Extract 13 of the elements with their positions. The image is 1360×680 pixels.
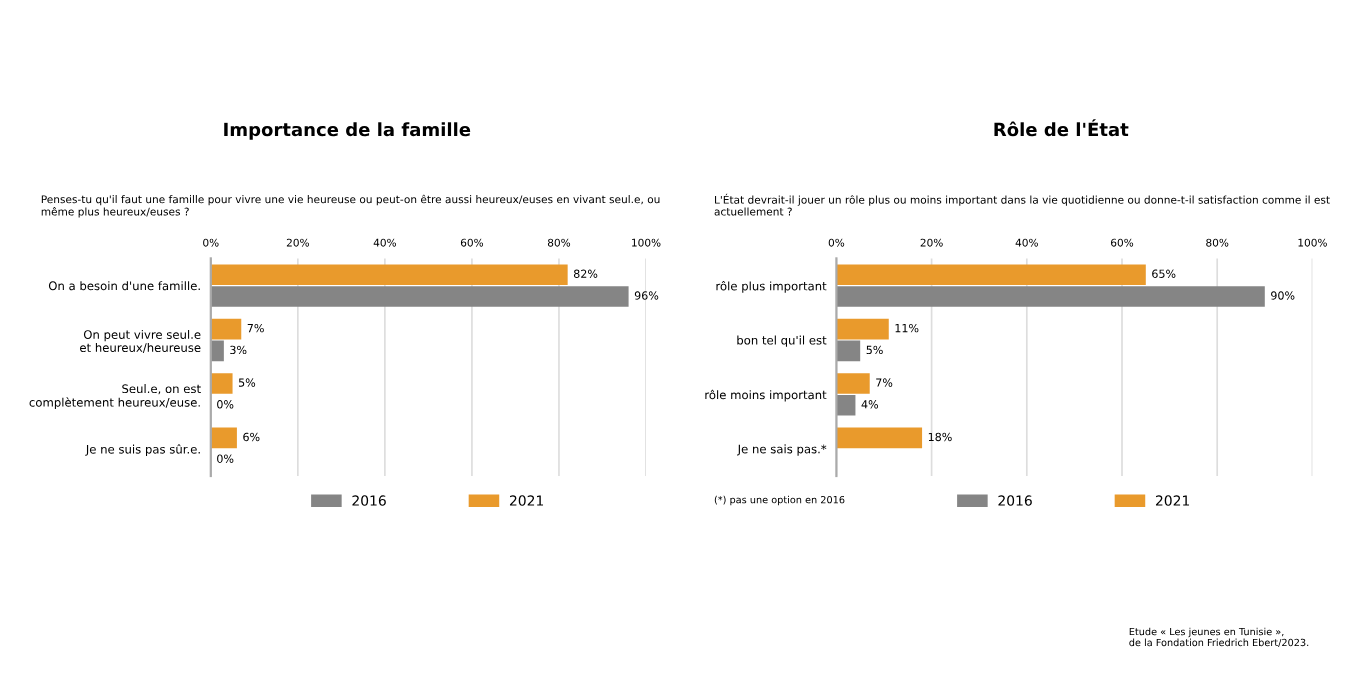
bar xyxy=(210,286,629,307)
bar xyxy=(210,427,237,449)
bar xyxy=(210,373,233,394)
bar xyxy=(836,427,923,449)
chart-title: Rôle de l'État xyxy=(994,119,1129,137)
bar xyxy=(836,264,1146,286)
bar xyxy=(210,264,568,286)
bar xyxy=(836,286,1265,307)
bar xyxy=(836,318,889,340)
bar xyxy=(210,318,242,340)
chart-title: Importance de la famille xyxy=(224,122,471,140)
bar xyxy=(836,373,870,394)
bar xyxy=(836,394,856,416)
